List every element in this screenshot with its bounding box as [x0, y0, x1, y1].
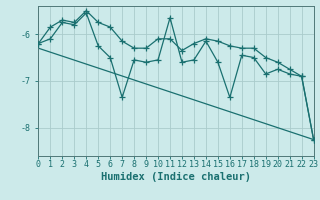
X-axis label: Humidex (Indice chaleur): Humidex (Indice chaleur) [101, 172, 251, 182]
